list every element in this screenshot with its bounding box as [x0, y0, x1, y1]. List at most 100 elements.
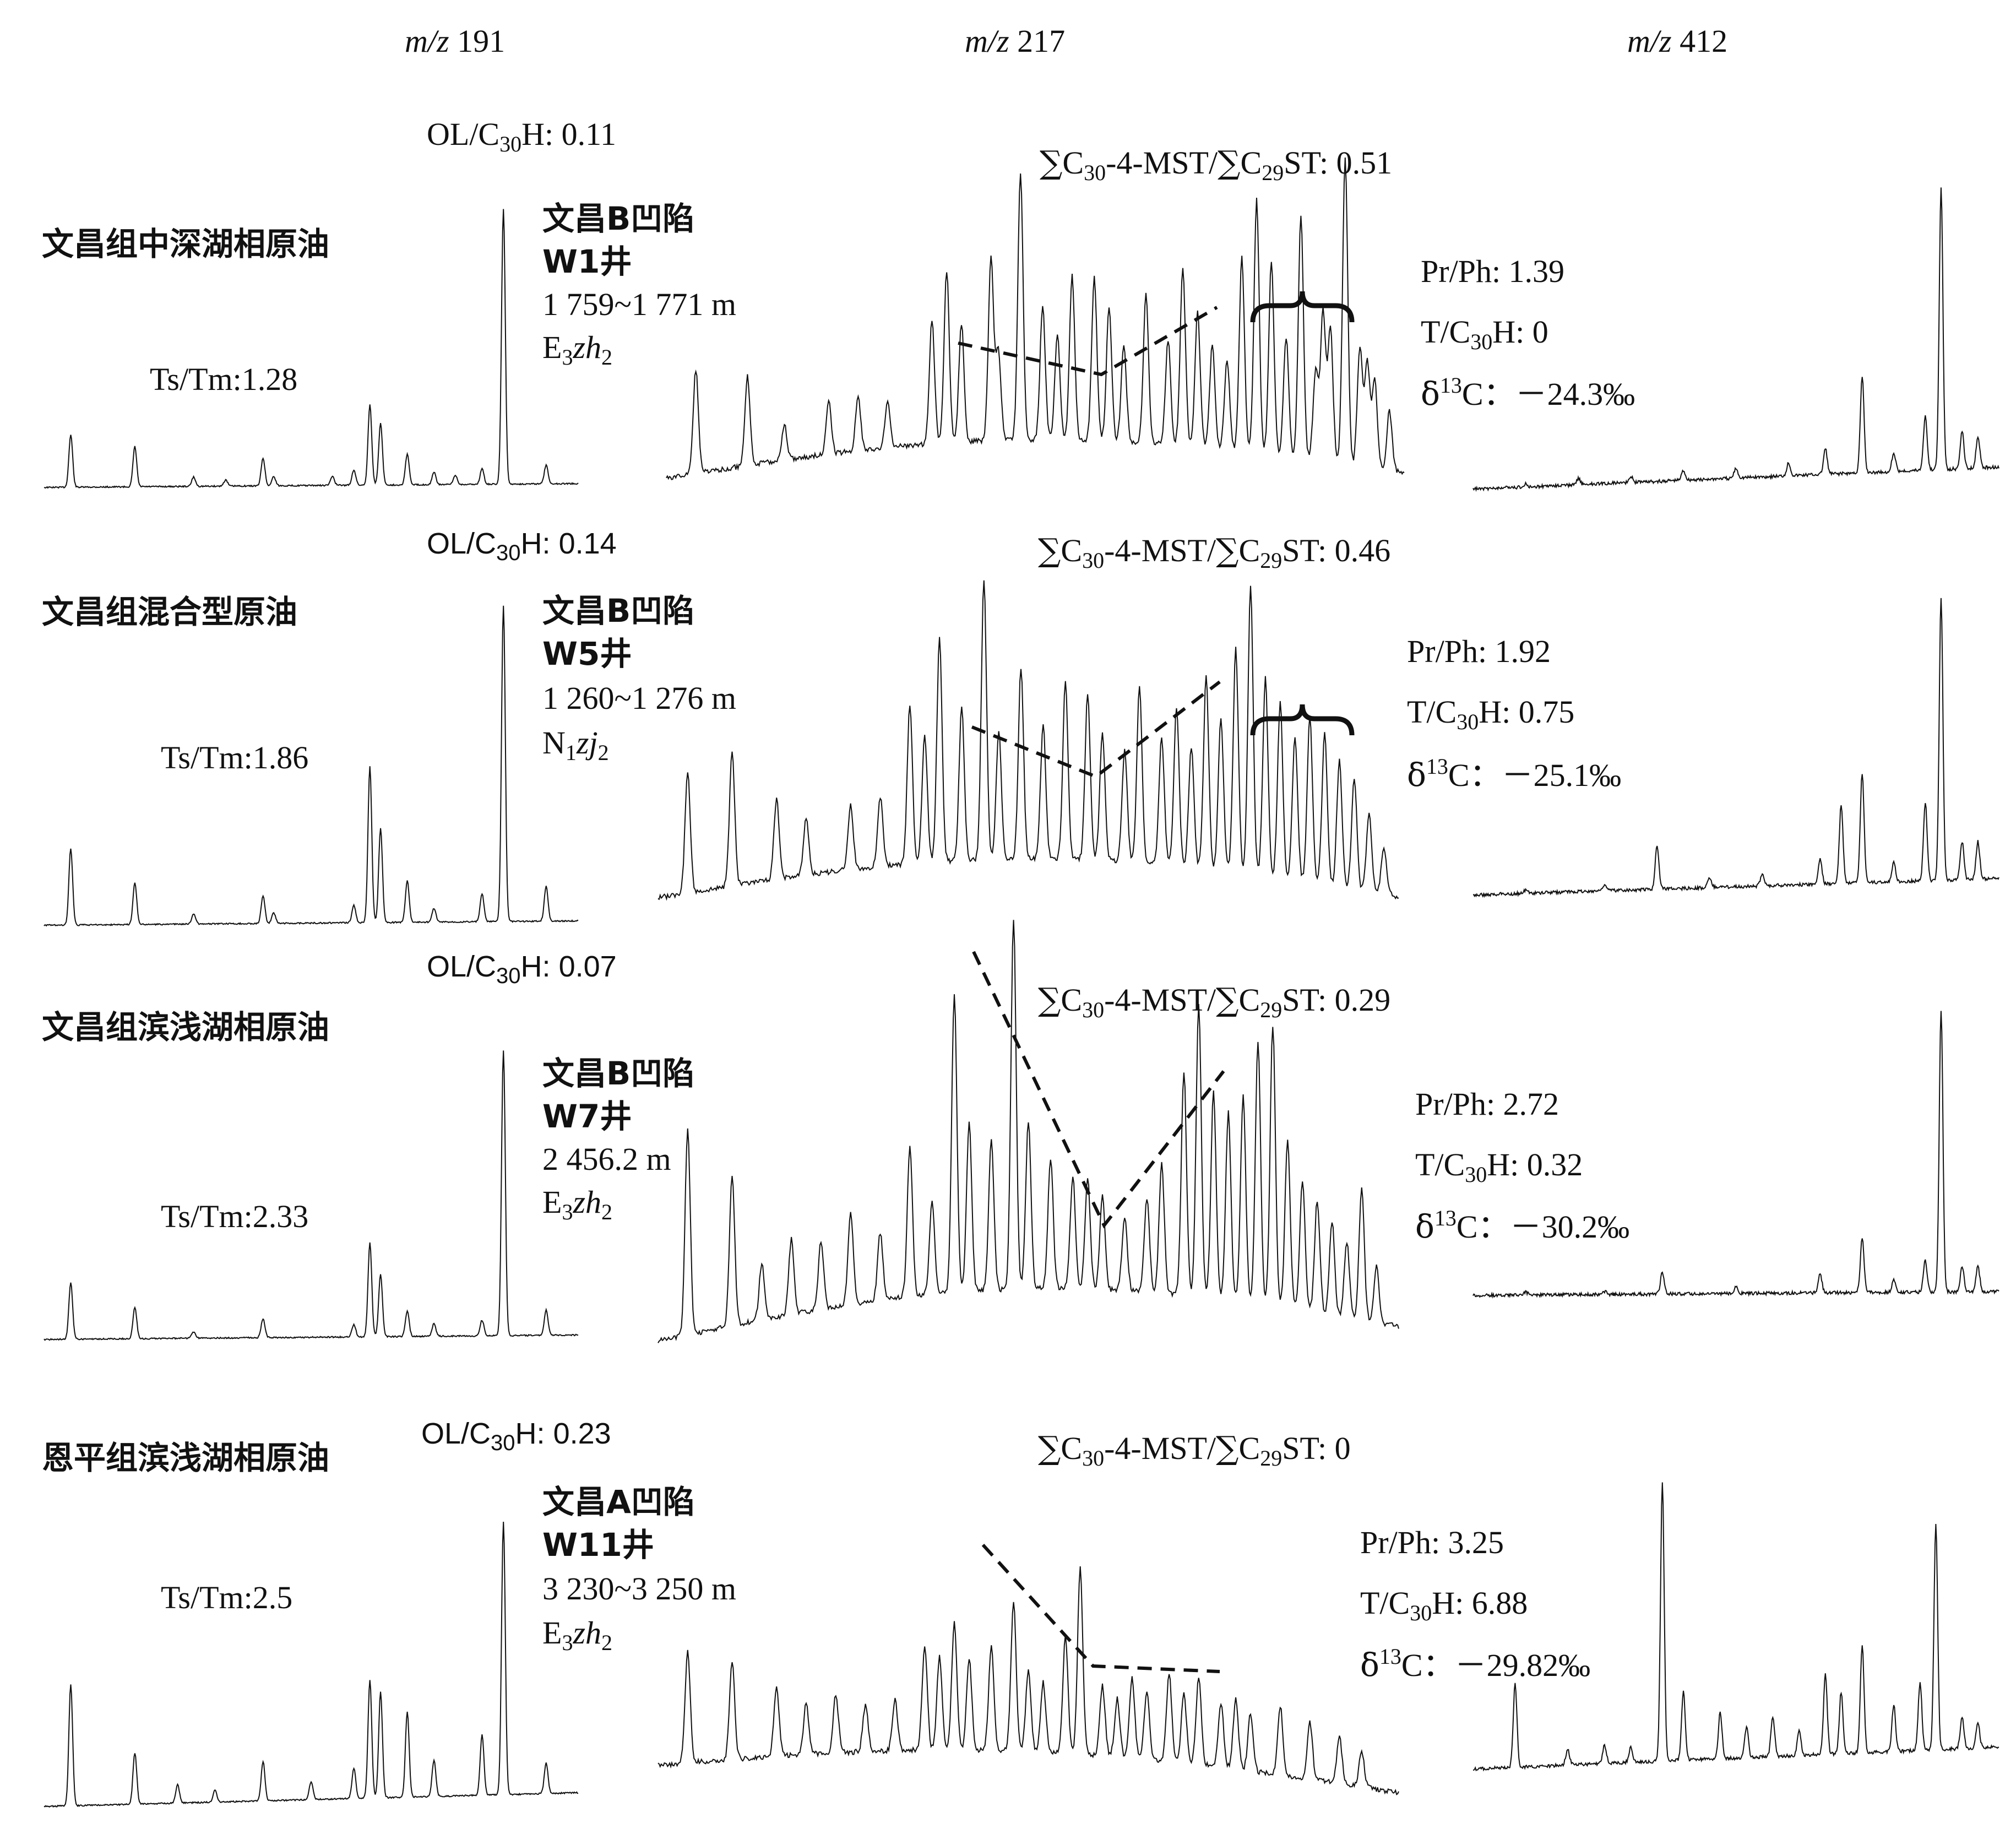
d13c-label: δ13C：－25.1‰: [1407, 754, 1622, 794]
formation-member: 2: [601, 1630, 613, 1655]
header-mz-value: 191: [457, 23, 506, 59]
well-label: W11井: [542, 1526, 654, 1564]
sag-label: 文昌B凹陷: [542, 592, 695, 630]
depth-label: 1 260~1 276 m: [542, 680, 736, 716]
pr-ph-label: Pr/Ph: 3.25: [1360, 1524, 1504, 1560]
header-mz-412: m/z 412: [1627, 25, 1727, 57]
depth-label: 3 230~3 250 m: [542, 1571, 736, 1607]
formation-letter: E: [542, 329, 562, 365]
chromatogram-trace-217-row2: [657, 580, 1399, 901]
formation-label: E3zh2: [542, 1617, 612, 1654]
mst-st-label: ∑C30-4-MST/∑C29ST: 0.29: [1038, 981, 1391, 1022]
formation-letter: N: [542, 725, 566, 761]
chromatogram-trace-412-row4: [1473, 1482, 1999, 1772]
oil-type-label: 文昌组滨浅湖相原油: [42, 1008, 330, 1046]
chromatogram-trace-217-row3: [657, 920, 1399, 1343]
formation-sub: 3: [562, 1630, 573, 1655]
chromatogram-trace-217-row4: [657, 1566, 1399, 1795]
d13c-value: －30.2‰: [1509, 1209, 1630, 1245]
chromatogram-trace-412-row3: [1472, 1011, 1999, 1299]
oil-type-label: 文昌组混合型原油: [42, 593, 298, 631]
formation-member: 2: [601, 345, 613, 370]
mst-st-label: ∑C30-4-MST/∑C29ST: 0.46: [1038, 531, 1391, 573]
d13c-label: δ13C：－29.82‰: [1360, 1644, 1591, 1684]
formation-sub: 1: [565, 740, 577, 765]
formation-sub: 3: [562, 345, 573, 370]
pr-ph-label: Pr/Ph: 1.39: [1421, 253, 1565, 289]
ol-c30h-label: OL/C30H: 0.23: [421, 1417, 611, 1455]
chromatogram-trace-191-row4: [44, 1521, 579, 1808]
ts-tm-label: Ts/Tm:2.33: [161, 1198, 309, 1234]
chromatogram-trace-412-row1: [1472, 187, 1999, 492]
chromatogram-trace-191-row2: [44, 605, 579, 927]
t-c30h-value: 0.32: [1526, 1147, 1583, 1182]
mst-st-value: 0.51: [1336, 145, 1393, 181]
ts-tm-label: Ts/Tm:1.28: [150, 361, 298, 397]
header-mz-label: m/z: [965, 23, 1009, 59]
ol-c30h-label: OL/C30H: 0.14: [427, 527, 617, 565]
d13c-label: δ13C：－24.3‰: [1421, 373, 1635, 413]
formation-letter: E: [542, 1184, 562, 1220]
curly-brace: [1250, 704, 1355, 736]
ol-c30h-value: 0.23: [553, 1417, 611, 1450]
formation-name: zh: [573, 1615, 602, 1651]
chromatogram-trace-217-row1: [666, 158, 1405, 480]
sag-label: 文昌A凹陷: [542, 1483, 695, 1521]
formation-name: zh: [573, 1184, 602, 1220]
chromatogram-traces: [44, 158, 1999, 1808]
formation-name: zh: [573, 329, 602, 365]
header-mz-label: m/z: [405, 23, 449, 59]
t-c30h-value: 0.75: [1518, 694, 1575, 730]
t-c30h-label: T/C30H: 6.88: [1360, 1585, 1528, 1625]
chromatogram-trace-191-row1: [44, 209, 579, 489]
dashed-trend-line: [972, 951, 1225, 1229]
oil-type-label: 文昌组中深湖相原油: [42, 225, 330, 263]
t-c30h-label: T/C30H: 0: [1421, 314, 1548, 354]
chromatogram-trace-191-row3: [44, 1050, 579, 1341]
mst-st-label: ∑C30-4-MST/∑C29ST: 0: [1038, 1429, 1351, 1471]
t-c30h-label: T/C30H: 0.32: [1415, 1147, 1583, 1187]
formation-label: E3zh2: [542, 332, 612, 368]
well-label: W1井: [542, 243, 632, 280]
oil-type-label: 恩平组滨浅湖相原油: [42, 1439, 330, 1477]
formation-letter: E: [542, 1615, 562, 1651]
dashed-trend-line: [981, 1543, 1220, 1673]
t-c30h-value: 0: [1532, 314, 1548, 350]
dashed-trend-line: [971, 680, 1221, 779]
formation-sub: 3: [562, 1200, 573, 1224]
depth-label: 1 759~1 771 m: [542, 286, 736, 322]
formation-member: 2: [601, 1200, 613, 1224]
d13c-value: －25.1‰: [1501, 757, 1622, 793]
formation-label: N1zj2: [542, 727, 609, 764]
header-mz-217: m/z 217: [965, 25, 1065, 57]
pr-ph-label: Pr/Ph: 2.72: [1415, 1086, 1559, 1122]
ol-c30h-label: OL/C30H: 0.11: [427, 116, 616, 156]
header-mz-value: 217: [1017, 23, 1066, 59]
header-mz-191: m/z 191: [405, 25, 505, 57]
sag-label: 文昌B凹陷: [542, 200, 695, 237]
annotation-overlays: [958, 291, 1355, 1673]
formation-label: E3zh2: [542, 1186, 612, 1223]
well-label: W5井: [542, 635, 632, 672]
t-c30h-value: 6.88: [1471, 1585, 1528, 1621]
formation-member: 2: [597, 740, 609, 765]
mst-st-value: 0: [1334, 1430, 1351, 1466]
depth-label: 2 456.2 m: [542, 1141, 671, 1177]
pr-ph-label: Pr/Ph: 1.92: [1407, 633, 1551, 669]
d13c-value: －24.3‰: [1515, 376, 1635, 412]
ol-c30h-value: 0.07: [558, 950, 617, 983]
formation-name: zj: [576, 725, 598, 761]
d13c-value: －29.82‰: [1454, 1647, 1591, 1683]
header-mz-label: m/z: [1627, 23, 1672, 59]
ol-c30h-label: OL/C30H: 0.07: [427, 950, 617, 988]
mst-st-label: ∑C30-4-MST/∑C29ST: 0.51: [1040, 144, 1393, 185]
ts-tm-label: Ts/Tm:1.86: [161, 740, 309, 775]
curly-brace: [1250, 291, 1355, 323]
t-c30h-label: T/C30H: 0.75: [1407, 694, 1575, 734]
header-mz-value: 412: [1680, 23, 1728, 59]
well-label: W7井: [542, 1098, 632, 1135]
chromatogram-trace-412-row2: [1472, 598, 1999, 898]
mst-st-value: 0.46: [1334, 533, 1391, 568]
